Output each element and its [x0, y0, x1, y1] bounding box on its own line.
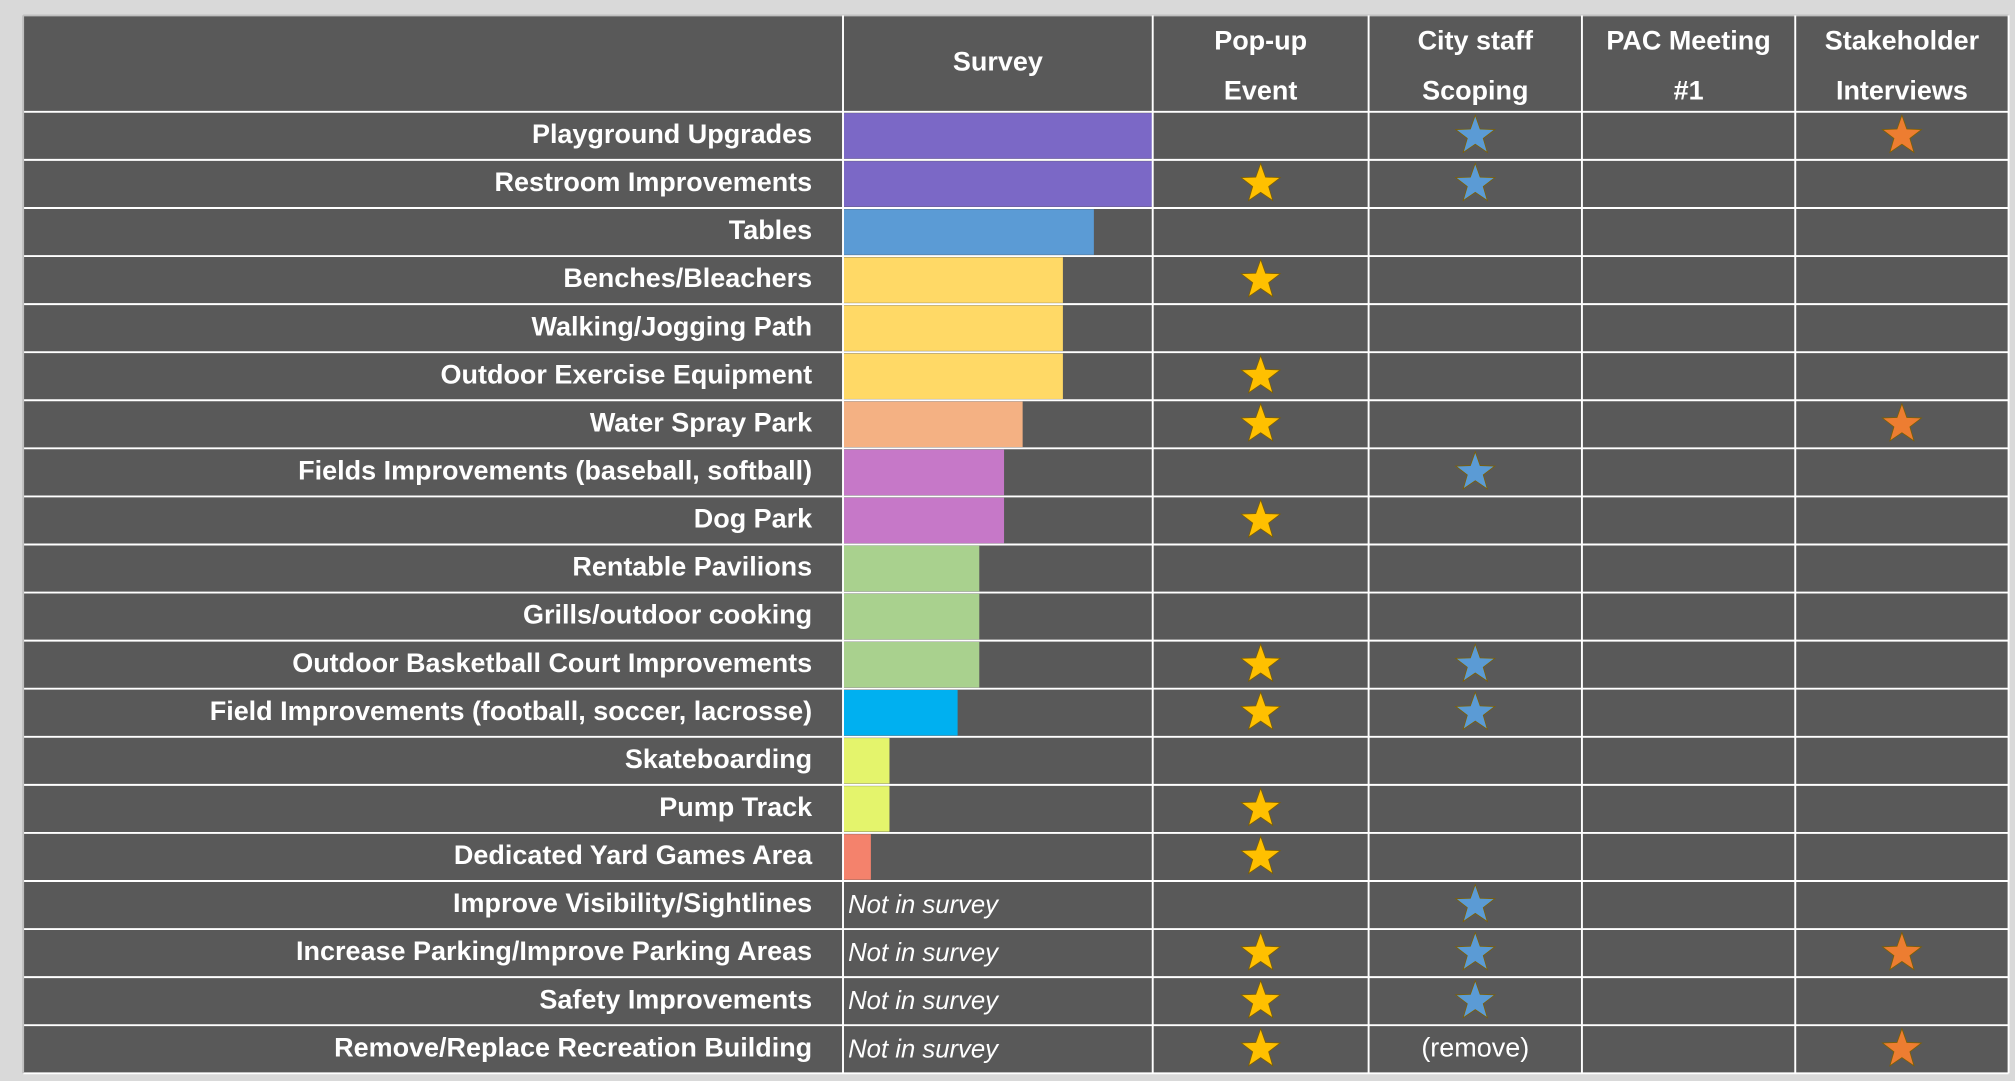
row-label: Fields Improvements (baseball, softball) — [298, 455, 812, 485]
row-label: Outdoor Exercise Equipment — [441, 359, 813, 389]
column-header: Interviews — [1836, 76, 1968, 106]
survey-bar — [843, 593, 980, 640]
row-label: Water Spray Park — [590, 407, 813, 437]
star — [1240, 162, 1282, 202]
column-header: City staff — [1418, 26, 1534, 56]
star — [1240, 402, 1282, 442]
star — [1240, 691, 1282, 731]
row-label: Safety Improvements — [539, 984, 812, 1014]
row-label: Skateboarding — [625, 744, 812, 774]
star — [1240, 354, 1282, 394]
survey-bar — [843, 209, 1094, 255]
star — [1454, 931, 1496, 971]
row-label: Increase Parking/Improve Parking Areas — [296, 936, 812, 966]
star — [1240, 835, 1282, 875]
star — [1881, 114, 1923, 154]
survey-note: Not in survey — [848, 939, 1000, 967]
row-label: Outdoor Basketball Court Improvements — [292, 648, 812, 678]
star — [1240, 498, 1282, 538]
star — [1454, 979, 1496, 1019]
survey-bar — [843, 113, 1153, 159]
star — [1240, 787, 1282, 827]
survey-bar — [843, 786, 890, 832]
row-label: Walking/Jogging Path — [532, 311, 813, 341]
star — [1881, 402, 1923, 442]
star — [1240, 1027, 1282, 1067]
star — [1454, 114, 1496, 154]
survey-bar — [843, 449, 1005, 496]
survey-bar — [843, 257, 1063, 303]
survey-note: Not in survey — [848, 891, 1000, 919]
row-label: Benches/Bleachers — [563, 263, 812, 293]
survey-bar — [843, 641, 980, 688]
survey-note: Not in survey — [848, 1035, 1000, 1063]
row-label: Dedicated Yard Games Area — [454, 840, 813, 870]
survey-bar — [843, 834, 871, 880]
star — [1454, 883, 1496, 923]
column-header: PAC Meeting — [1606, 26, 1770, 56]
column-header: Pop-up — [1214, 26, 1307, 56]
row-label: Remove/Replace Recreation Building — [334, 1032, 812, 1062]
row-label: Rentable Pavilions — [572, 552, 812, 582]
survey-bar — [843, 738, 890, 784]
star — [1881, 931, 1923, 971]
survey-bar — [843, 401, 1023, 448]
star — [1240, 931, 1282, 971]
survey-bar — [843, 353, 1063, 399]
column-header: Event — [1224, 76, 1297, 106]
star — [1881, 1027, 1923, 1067]
column-header: Stakeholder — [1825, 26, 1980, 56]
row-label: Dog Park — [694, 504, 813, 534]
survey-bar — [843, 689, 958, 736]
row-label: Restroom Improvements — [494, 167, 812, 197]
star — [1240, 979, 1282, 1019]
survey-bar — [843, 545, 980, 592]
column-header: #1 — [1674, 76, 1704, 106]
star — [1454, 450, 1496, 490]
survey-bar — [843, 497, 1005, 544]
survey-bar — [843, 161, 1153, 207]
row-label: Improve Visibility/Sightlines — [453, 888, 812, 918]
star — [1454, 162, 1496, 202]
star — [1454, 691, 1496, 731]
cell-text: (remove) — [1421, 1032, 1529, 1062]
star — [1240, 258, 1282, 298]
survey-bar — [843, 305, 1063, 351]
survey-note: Not in survey — [848, 987, 1000, 1015]
row-label: Field Improvements (football, soccer, la… — [210, 696, 812, 726]
row-label: Grills/outdoor cooking — [523, 600, 812, 630]
row-label: Tables — [729, 215, 812, 245]
star — [1240, 642, 1282, 683]
star — [1454, 642, 1496, 683]
row-label: Playground Upgrades — [532, 119, 812, 149]
column-header: Survey — [953, 47, 1043, 77]
row-label: Pump Track — [659, 792, 813, 822]
column-header: Scoping — [1422, 76, 1528, 106]
